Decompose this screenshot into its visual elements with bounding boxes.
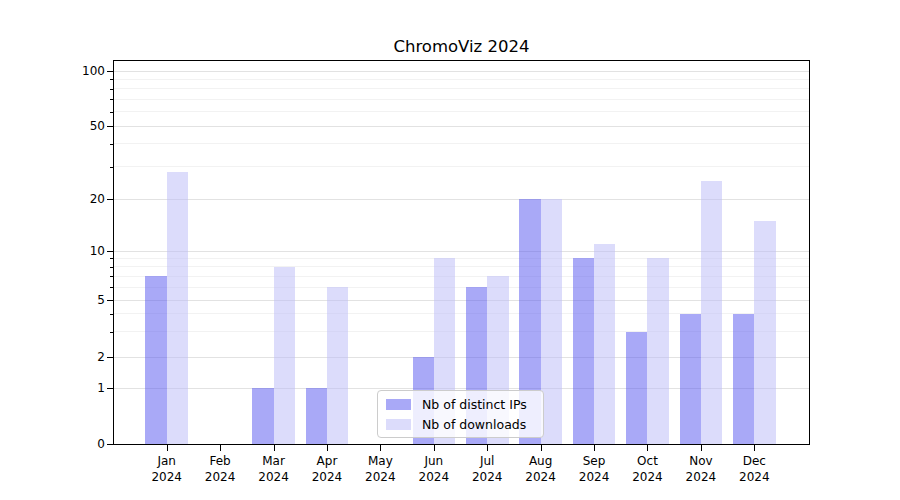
y-tick-minor (110, 267, 114, 268)
y-tick-label: 100 (0, 63, 105, 79)
y-tick-major (107, 71, 114, 72)
y-tick-minor (110, 79, 114, 80)
y-tick-label: 10 (0, 243, 105, 259)
x-tick (701, 445, 702, 451)
x-tick (167, 445, 168, 451)
x-tick (380, 445, 381, 451)
y-tick-major (107, 444, 114, 445)
legend-swatch (386, 399, 411, 410)
x-tick (754, 445, 755, 451)
y-tick-minor (110, 167, 114, 168)
y-tick-major (107, 388, 114, 389)
x-tick (434, 445, 435, 451)
y-tick-minor (110, 276, 114, 277)
x-tick-label-line: 2024 (714, 469, 794, 485)
legend-item: Nb of downloads (386, 417, 535, 432)
y-tick-major (107, 357, 114, 358)
y-tick-minor (110, 287, 114, 288)
x-tick (594, 445, 595, 451)
legend-label: Nb of downloads (422, 417, 526, 432)
y-tick-minor (110, 332, 114, 333)
y-tick-minor (110, 314, 114, 315)
y-tick-minor (110, 112, 114, 113)
y-tick-label: 2 (0, 349, 105, 365)
x-tick (647, 445, 648, 451)
legend: Nb of distinct IPs Nb of downloads (377, 390, 544, 438)
y-tick-label: 5 (0, 292, 105, 308)
legend-label: Nb of distinct IPs (422, 397, 527, 412)
y-tick-minor (110, 99, 114, 100)
y-tick-label: 20 (0, 191, 105, 207)
legend-item: Nb of distinct IPs (386, 397, 535, 412)
x-tick-label: Dec2024 (714, 453, 794, 485)
x-tick (541, 445, 542, 451)
x-tick (274, 445, 275, 451)
x-tick (487, 445, 488, 451)
y-tick-major (107, 251, 114, 252)
y-tick-minor (110, 89, 114, 90)
x-tick (220, 445, 221, 451)
figure: ChromoViz 2024 0125102050100Jan2024Feb20… (0, 0, 900, 500)
x-tick-label-line: Dec (714, 453, 794, 469)
legend-swatch (386, 419, 411, 430)
y-tick-major (107, 300, 114, 301)
y-tick-major (107, 199, 114, 200)
y-tick-minor (110, 144, 114, 145)
x-tick (327, 445, 328, 451)
y-tick-label: 1 (0, 380, 105, 396)
chart-title: ChromoViz 2024 (113, 37, 810, 56)
plot-area (113, 60, 810, 445)
y-tick-label: 0 (0, 436, 105, 452)
y-tick-minor (110, 258, 114, 259)
y-tick-major (107, 126, 114, 127)
y-tick-label: 50 (0, 118, 105, 134)
